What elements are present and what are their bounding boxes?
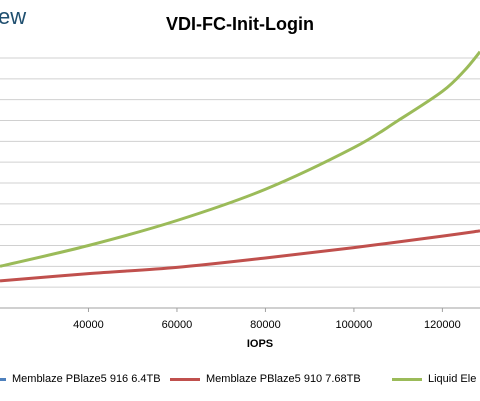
legend-label-series-2: Memblaze PBlaze5 910 7.68TB	[206, 373, 361, 385]
legend-item-series-2: Memblaze PBlaze5 910 7.68TB	[170, 373, 361, 385]
gridlines	[0, 57, 480, 309]
series-line-3	[0, 50, 480, 268]
chart-title: VDI-FC-Init-Login	[166, 14, 314, 34]
brand-logo-text: ew	[0, 4, 27, 29]
series-line-2	[0, 229, 480, 283]
legend-item-series-3: Liquid Ele	[392, 373, 476, 385]
legend-item-series-1: Memblaze PBlaze5 916 6.4TB	[0, 373, 161, 385]
legend-label-series-3: Liquid Ele	[428, 373, 477, 385]
legend-swatch-series-1	[0, 377, 6, 381]
x-tick-label-3: 100000	[336, 319, 373, 331]
x-tick-label-1: 60000	[162, 319, 193, 331]
x-tick-label-4: 120000	[424, 319, 461, 331]
x-tick-label-2: 80000	[250, 319, 281, 331]
legend-swatch-series-3	[392, 377, 422, 381]
x-axis-label: IOPS	[246, 338, 274, 350]
x-tick-label-0: 40000	[73, 319, 104, 331]
series-lines	[0, 50, 480, 283]
legend-label-series-1: Memblaze PBlaze5 916 6.4TB	[12, 373, 161, 385]
legend-swatch-series-2	[170, 377, 200, 381]
x-axis-ticks: 40000 60000 80000 100000 120000	[73, 308, 461, 331]
